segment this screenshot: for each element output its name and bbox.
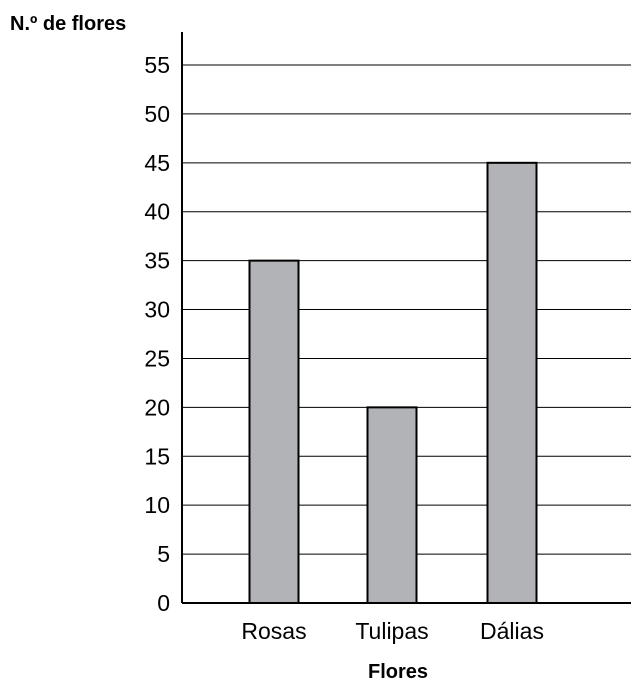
y-tick-label: 35 <box>144 248 170 274</box>
y-axis-title: N.º de flores <box>10 13 126 35</box>
y-tick-label: 45 <box>144 150 170 176</box>
axes <box>181 32 631 604</box>
x-tick-label: Dálias <box>480 618 544 644</box>
bars <box>248 161 538 605</box>
y-tick-label: 0 <box>157 590 170 616</box>
bar-dálias <box>486 161 538 604</box>
x-tick-label: Rosas <box>241 618 306 644</box>
y-tick-labels: 0 5 10 15 20 25 30 35 40 45 50 55 <box>144 52 170 616</box>
y-tick-label: 50 <box>144 101 170 127</box>
x-tick-labels: Rosas Tulipas Dálias <box>241 618 544 644</box>
y-tick-label: 15 <box>144 443 170 469</box>
x-tick-label: Tulipas <box>355 618 428 644</box>
x-axis-title: Flores <box>368 661 428 683</box>
y-tick-label: 10 <box>144 492 170 518</box>
y-tick-label: 25 <box>144 345 170 371</box>
y-tick-label: 40 <box>144 199 170 225</box>
y-tick-label: 20 <box>144 394 170 420</box>
y-tick-label: 5 <box>157 541 170 567</box>
bar-tulipas <box>366 406 418 605</box>
y-tick-label: 30 <box>144 297 170 323</box>
y-tick-label: 55 <box>144 52 170 78</box>
bar-rosas <box>248 259 300 604</box>
